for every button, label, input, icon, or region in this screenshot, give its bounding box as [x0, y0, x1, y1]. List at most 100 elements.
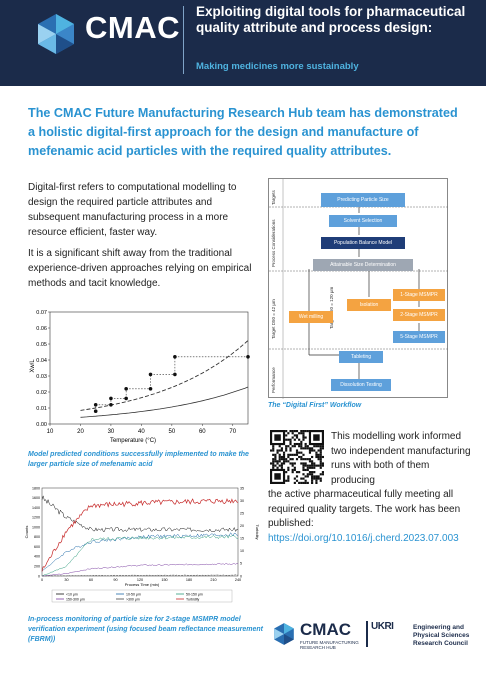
qr-module	[304, 447, 307, 450]
qr-module	[306, 464, 309, 467]
qr-module	[302, 430, 305, 433]
chart1-xtick-label: 10	[47, 429, 54, 435]
qr-module	[274, 460, 277, 463]
fbrm-monitoring-chart: 0 30 60 90 120 150 180 210 240020040060080010001…	[24, 486, 260, 603]
qr-module	[285, 479, 288, 482]
chart2-legend-label: <10 μm	[66, 592, 78, 596]
body-paragraph-2: It is a significant shift away from the …	[28, 248, 252, 289]
workflow-box-2stage: 2-Stage MSMPR	[393, 309, 445, 321]
qr-module	[291, 471, 294, 474]
qr-module	[306, 445, 309, 448]
chart1-ytick-label: 0.07	[36, 310, 47, 316]
qr-module	[287, 438, 290, 441]
qr-module	[311, 473, 314, 476]
qr-module	[317, 458, 320, 461]
qr-module	[278, 458, 281, 461]
chart2-legend-label: Turbidity	[186, 597, 200, 601]
qr-module	[317, 453, 320, 456]
footer-ukri-text: UKRI	[371, 621, 394, 632]
qr-module	[295, 475, 299, 478]
chart2-ytick-label: 800	[34, 535, 40, 539]
chart1-ytick-label: 0.03	[36, 374, 47, 380]
qr-module	[311, 462, 314, 465]
chart2-ytick-label: 1800	[32, 486, 40, 490]
qr-module	[317, 445, 320, 448]
qr-module	[278, 453, 281, 456]
qr-module	[291, 453, 294, 456]
qr-module	[272, 466, 275, 469]
qr-module	[287, 477, 290, 480]
qr-module	[306, 447, 309, 450]
qr-module	[293, 462, 296, 465]
qr-module	[313, 477, 316, 480]
workflow-box-wetmilling: Wet milling	[289, 311, 333, 323]
chart2-ytick-label: 1200	[32, 516, 40, 520]
chart1-xtick-label: 50	[169, 429, 176, 435]
chart1-ytick-label: 0.02	[36, 390, 47, 396]
qr-module	[300, 442, 303, 446]
qr-module	[306, 481, 309, 484]
qr-module	[278, 460, 281, 463]
chart1-point	[173, 355, 177, 359]
qr-module	[293, 453, 296, 456]
footer-cmac-subtitle: FUTURE MANUFACTURING RESEARCH HUB	[300, 640, 359, 650]
qr-finder-core	[313, 434, 320, 441]
qr-module	[287, 453, 290, 456]
qr-module	[321, 447, 324, 450]
qr-module	[302, 477, 305, 480]
qr-module	[300, 430, 303, 433]
qr-module	[308, 466, 312, 469]
qr-module	[319, 451, 322, 454]
qr-module	[282, 462, 286, 465]
chart2-series-line	[41, 563, 239, 577]
qr-module	[304, 436, 307, 439]
qr-module	[278, 449, 281, 452]
qr-module	[319, 473, 322, 476]
qr-module	[319, 464, 322, 467]
qr-module	[319, 462, 322, 465]
qr-module	[302, 468, 305, 472]
qr-module	[311, 477, 314, 480]
qr-module	[285, 460, 288, 463]
chart2-ytick-right-label: 15	[240, 537, 244, 541]
header-title: Exploiting digital tools for pharmaceuti…	[196, 4, 466, 35]
qr-module	[293, 445, 296, 448]
qr-module	[291, 432, 294, 435]
workflow-diagram: Targets Process Considerations Target D5…	[268, 178, 449, 399]
publication-link[interactable]: https://doi.org/10.1016/j.cherd.2023.07.…	[268, 532, 459, 544]
qr-module	[272, 453, 275, 456]
qr-module	[293, 468, 296, 472]
qr-code-icon[interactable]	[270, 430, 324, 484]
chart1-limit-curve	[80, 340, 249, 411]
qr-module	[285, 438, 288, 441]
qr-module	[289, 458, 292, 461]
qr-module	[317, 455, 320, 459]
qr-module	[315, 455, 318, 459]
qr-module	[319, 449, 322, 452]
qr-module	[311, 447, 314, 450]
qr-module	[321, 445, 324, 448]
qr-module	[302, 466, 305, 469]
qr-module	[291, 458, 294, 461]
qr-module	[317, 475, 320, 478]
qr-module	[317, 449, 320, 452]
qr-module	[302, 447, 305, 450]
qr-module	[270, 449, 273, 452]
qr-module	[287, 432, 290, 435]
qr-module	[291, 464, 294, 467]
body-paragraph-1: Digital-first refers to computational mo…	[28, 182, 237, 238]
chart1-caption: Model predicted conditions successfully …	[28, 451, 249, 468]
chart1-point	[148, 372, 153, 377]
qr-module	[278, 464, 281, 467]
qr-module	[313, 471, 316, 474]
chart2-ytick-label: 200	[34, 565, 40, 569]
qr-module	[282, 458, 286, 461]
qr-module	[280, 464, 283, 467]
qr-module	[304, 468, 307, 472]
chart1-xtick-label: 40	[138, 429, 145, 435]
qr-module	[317, 477, 320, 480]
qr-module	[287, 445, 290, 448]
qr-finder-core	[274, 473, 281, 480]
chart2-ytick-right-label: 5	[240, 562, 242, 566]
chart1-xtick-label: 60	[199, 429, 206, 435]
